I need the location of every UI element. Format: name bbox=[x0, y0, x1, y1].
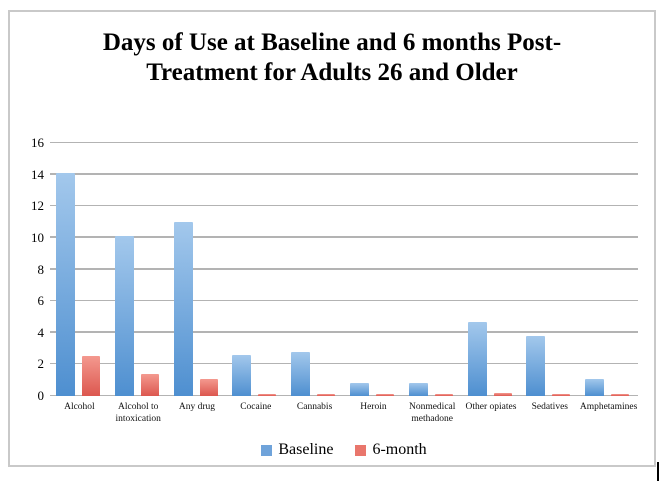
chart-title: Days of Use at Baseline and 6 months Pos… bbox=[102, 29, 562, 86]
chart-frame: Days of Use at Baseline and 6 months Pos… bbox=[8, 10, 656, 467]
x-axis-label: Alcohol to intoxication bbox=[115, 402, 161, 424]
x-axis-label: Sedatives bbox=[531, 402, 568, 412]
y-tick-label: 0 bbox=[37, 388, 45, 403]
x-axis-label: Any drug bbox=[178, 402, 216, 412]
gridline bbox=[50, 173, 638, 175]
y-tick-label: 10 bbox=[31, 229, 44, 245]
legend-item-6-month: 6-month bbox=[355, 441, 427, 459]
y-tick-label: 4 bbox=[37, 324, 45, 340]
bar-baseline-alcohol bbox=[56, 173, 75, 396]
bar-6-month-heroin bbox=[376, 394, 394, 396]
legend-label: 6-month bbox=[372, 441, 427, 458]
y-tick-label: 8 bbox=[37, 261, 45, 277]
y-tick-label: 16 bbox=[31, 135, 44, 150]
gridline bbox=[50, 204, 638, 207]
bar-6-month-alcohol-to-intoxication bbox=[140, 373, 159, 396]
y-tick-label: 2 bbox=[37, 356, 45, 372]
legend-swatch-icon bbox=[261, 444, 273, 456]
text-cursor-mark bbox=[657, 462, 659, 481]
y-axis-labels: 0 2 4 6 8 10 12 14 16 bbox=[14, 135, 45, 403]
bar-baseline-amphetamines bbox=[585, 378, 605, 396]
bar-6-month-cocaine bbox=[258, 394, 277, 396]
x-axis-label: Alcohol bbox=[64, 402, 95, 412]
x-axis-label: Other opiates bbox=[465, 402, 517, 412]
x-axis-label: Amphetamines bbox=[579, 402, 638, 412]
x-axis-label: Heroin bbox=[360, 402, 387, 412]
x-axis-label: Cocaine bbox=[240, 402, 272, 412]
bar-baseline-any-drug bbox=[173, 222, 193, 396]
bar-baseline-heroin bbox=[350, 383, 369, 396]
bar-baseline-nonmedical-methadone bbox=[408, 383, 428, 396]
legend: Baseline 6-month bbox=[50, 441, 638, 459]
legend-label: Baseline bbox=[278, 441, 334, 458]
bar-baseline-cocaine bbox=[232, 354, 252, 396]
gridline bbox=[50, 331, 638, 333]
bar-6-month-any-drug bbox=[199, 378, 218, 396]
bar-baseline-alcohol-to-intoxication bbox=[114, 236, 134, 396]
bar-6-month-alcohol bbox=[82, 356, 100, 396]
legend-swatch-icon bbox=[355, 444, 367, 456]
x-axis-label: Cannabis bbox=[296, 402, 333, 412]
y-tick-label: 14 bbox=[31, 166, 44, 182]
plot-area bbox=[50, 141, 638, 396]
gridline bbox=[50, 394, 638, 396]
bar-6-month-other-opiates bbox=[493, 392, 512, 396]
bar-6-month-sedatives bbox=[552, 394, 571, 396]
bar-6-month-amphetamines bbox=[611, 394, 630, 396]
x-axis-label: Nonmedical methadone bbox=[408, 402, 456, 424]
gridline bbox=[50, 299, 638, 302]
bar-baseline-other-opiates bbox=[467, 321, 487, 396]
bar-baseline-cannabis bbox=[291, 351, 311, 396]
bar-6-month-nonmedical-methadone bbox=[434, 394, 453, 396]
legend-item-baseline: Baseline bbox=[261, 441, 333, 459]
y-tick-label: 12 bbox=[31, 198, 44, 214]
gridline bbox=[50, 362, 638, 365]
y-tick-label: 6 bbox=[37, 293, 45, 309]
bar-baseline-sedatives bbox=[526, 335, 546, 396]
bar-6-month-cannabis bbox=[317, 394, 336, 396]
x-axis-labels: Alcohol Alcohol to intoxication Any drug Co… bbox=[50, 402, 638, 432]
gridline bbox=[50, 236, 638, 238]
gridline bbox=[50, 268, 638, 270]
gridline bbox=[50, 141, 638, 143]
